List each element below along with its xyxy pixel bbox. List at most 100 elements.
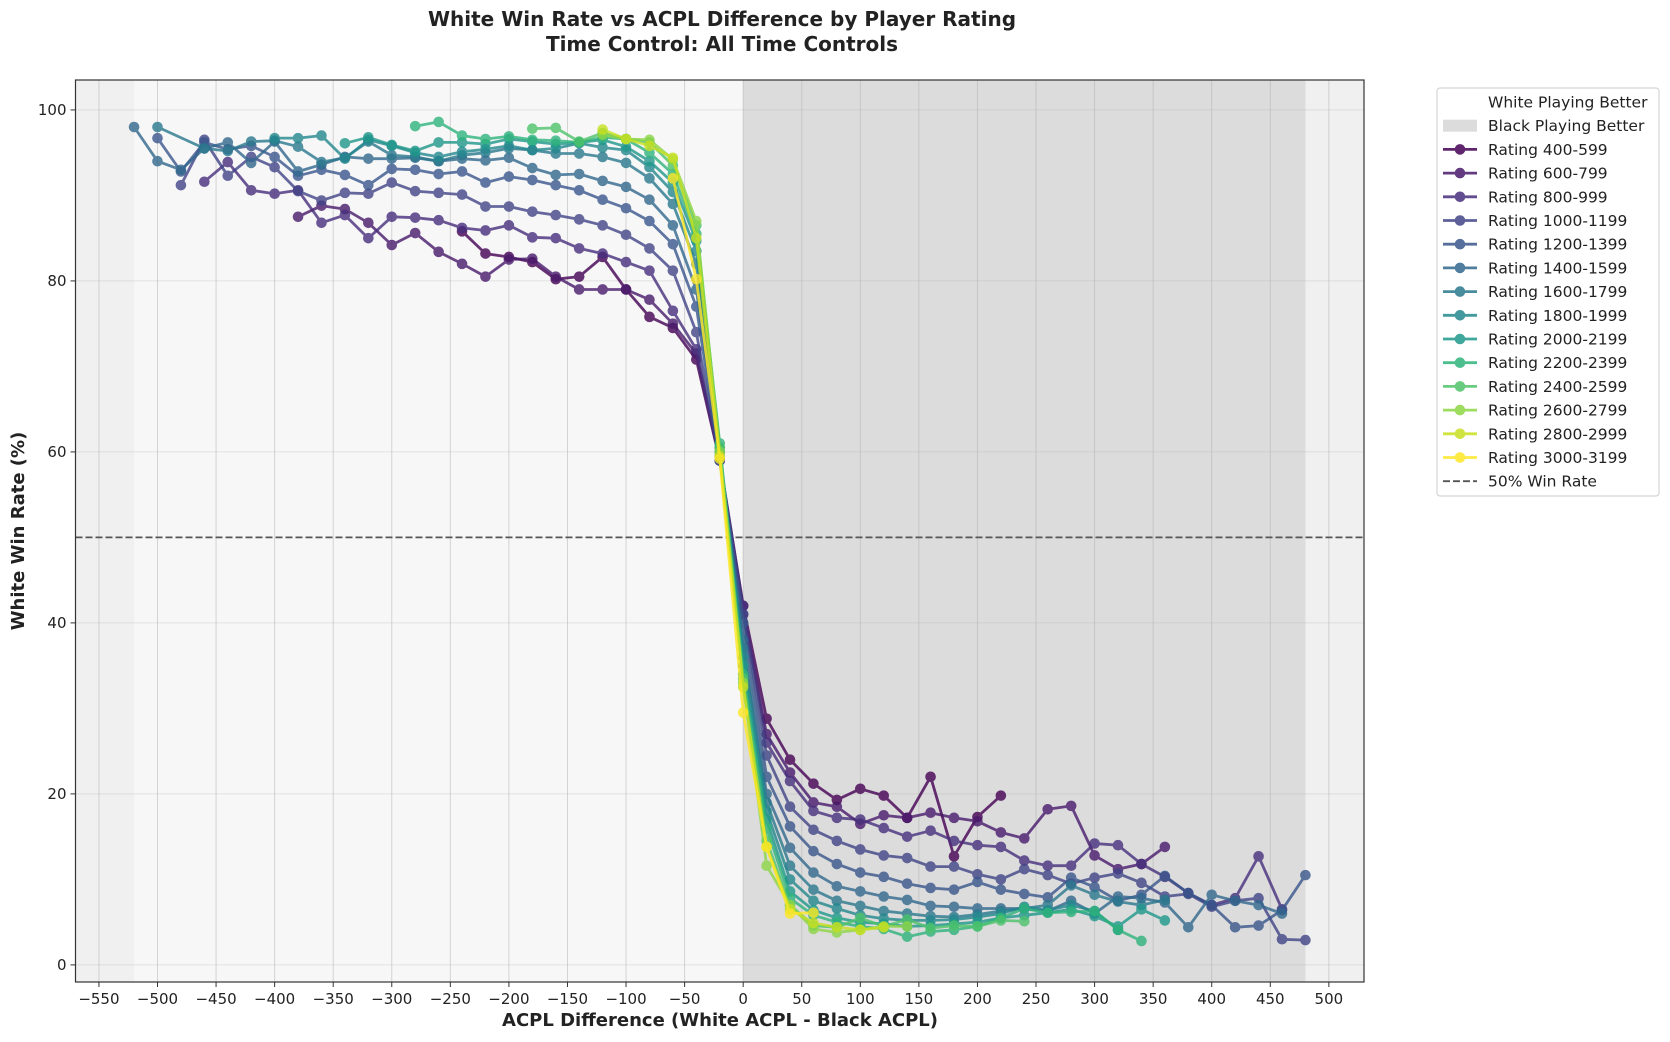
legend-box <box>1436 87 1660 497</box>
data-point <box>386 177 398 188</box>
x-tick-label: 400 <box>1197 990 1226 1008</box>
data-point <box>925 825 936 836</box>
data-point <box>152 155 163 167</box>
data-point <box>1276 908 1288 919</box>
data-point <box>597 175 608 187</box>
data-point <box>550 271 562 282</box>
x-tick-label: −500 <box>137 990 178 1008</box>
legend-label: 50% Win Rate <box>1488 473 1597 491</box>
data-point <box>784 801 796 813</box>
data-point <box>901 931 913 942</box>
data-point <box>855 867 866 878</box>
data-point <box>1065 800 1077 812</box>
data-point <box>855 900 866 912</box>
legend-marker <box>1454 286 1466 297</box>
data-point <box>1042 803 1054 815</box>
data-point <box>292 141 304 152</box>
data-point <box>1182 887 1194 899</box>
data-point <box>644 173 655 184</box>
data-point <box>784 754 796 766</box>
data-point <box>878 921 890 933</box>
data-point <box>316 130 327 141</box>
data-point <box>808 867 819 878</box>
data-point <box>714 453 726 465</box>
data-point <box>784 908 796 919</box>
data-point <box>737 707 749 718</box>
data-point <box>644 140 655 152</box>
legend-label: Rating 600-799 <box>1488 165 1608 183</box>
data-point <box>573 243 585 254</box>
data-point <box>784 821 796 832</box>
data-point <box>1159 894 1171 906</box>
data-point <box>995 827 1007 838</box>
data-point <box>831 903 843 914</box>
data-point <box>409 145 421 157</box>
data-point <box>503 171 515 182</box>
data-point <box>808 805 819 817</box>
chart-subtitle: Time Control: All Time Controls <box>546 32 898 56</box>
data-point <box>808 917 819 929</box>
data-point <box>925 807 936 819</box>
data-point <box>901 831 913 842</box>
legend-label: Rating 2800-2999 <box>1488 425 1627 443</box>
data-point <box>1276 933 1288 945</box>
data-point <box>1019 863 1030 875</box>
data-point <box>1300 869 1311 881</box>
data-point <box>128 121 140 133</box>
x-tick-label: 450 <box>1256 990 1285 1008</box>
data-point <box>667 220 679 231</box>
data-point <box>433 187 444 199</box>
legend-marker <box>1454 310 1466 321</box>
legend-marker <box>1454 215 1466 226</box>
legend-label: Rating 3000-3199 <box>1488 449 1627 467</box>
series-rating-1000-1199 <box>175 134 1311 946</box>
data-point <box>480 177 491 188</box>
data-point <box>386 139 398 151</box>
data-point <box>1136 858 1147 870</box>
data-point <box>667 318 679 329</box>
data-point <box>456 146 468 158</box>
data-point <box>1019 915 1030 927</box>
data-point <box>1112 924 1124 936</box>
data-point <box>667 238 679 250</box>
legend-item <box>1443 333 1477 345</box>
data-point <box>597 248 608 259</box>
data-point <box>573 136 585 147</box>
y-tick-label: 100 <box>38 101 67 119</box>
data-point <box>1159 915 1171 926</box>
x-axis-label: ACPL Difference (White ACPL - Black ACPL… <box>502 1010 938 1031</box>
data-point <box>316 156 327 168</box>
data-point <box>1042 860 1054 872</box>
y-tick-label: 60 <box>47 443 66 461</box>
x-tick-label: −200 <box>488 990 529 1008</box>
legend-label: Black Playing Better <box>1488 117 1645 135</box>
data-point <box>972 815 983 827</box>
data-point <box>269 151 280 163</box>
data-point <box>1019 833 1030 844</box>
data-point <box>808 778 819 789</box>
data-point <box>339 209 351 221</box>
data-point <box>480 155 491 166</box>
data-point <box>1065 872 1077 883</box>
data-point <box>878 850 890 861</box>
data-point <box>948 812 960 824</box>
data-point <box>175 164 187 176</box>
data-point <box>363 153 374 164</box>
data-point <box>386 163 398 175</box>
data-point <box>527 123 538 135</box>
data-point <box>1300 934 1311 946</box>
data-point <box>878 891 890 902</box>
data-point <box>620 229 632 241</box>
legend-label: Rating 2400-2599 <box>1488 378 1627 396</box>
x-tick-label: −250 <box>430 990 471 1008</box>
data-point <box>878 809 890 821</box>
data-point <box>573 271 585 282</box>
data-point <box>855 814 866 825</box>
data-point <box>1136 904 1147 915</box>
data-point <box>761 860 772 872</box>
legend-item <box>1443 191 1477 203</box>
chart-title: White Win Rate vs ACPL Difference by Pla… <box>428 7 1016 31</box>
data-point <box>831 812 843 824</box>
data-point <box>644 215 655 227</box>
